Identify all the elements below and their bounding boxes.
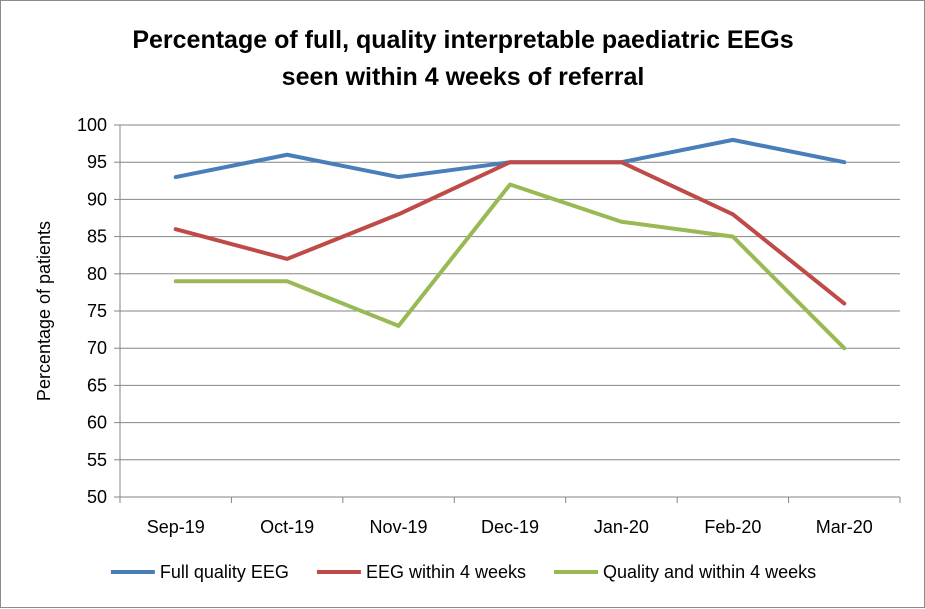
- y-tick-label: 55: [87, 450, 107, 470]
- x-axis-tick-labels: Sep-19 Oct-19 Nov-19 Dec-19 Jan-20 Feb-20 Mar-…: [147, 517, 873, 537]
- x-tick-label: Jan-20: [594, 517, 649, 537]
- x-tick-label: Mar-20: [816, 517, 873, 537]
- chart-title-line-1: Percentage of full, quality interpretabl…: [132, 26, 793, 54]
- y-tick-label: 80: [87, 264, 107, 284]
- legend-label: EEG within 4 weeks: [366, 562, 526, 582]
- y-tick-label: 95: [87, 152, 107, 172]
- series-line-2: [173, 160, 847, 306]
- chart-title-line-2: seen within 4 weeks of referral: [282, 63, 645, 91]
- series-line-1: [173, 137, 847, 180]
- x-tick-label: Feb-20: [704, 517, 761, 537]
- y-tick-label: 100: [77, 115, 107, 135]
- data-series: [173, 137, 847, 351]
- series-line-3: [173, 182, 847, 351]
- y-tick-label: 75: [87, 301, 107, 321]
- legend: Full quality EEG EEG within 4 weeks Qualit…: [110, 562, 816, 582]
- y-tick-label: 65: [87, 375, 107, 395]
- legend-item-1: Full quality EEG: [110, 562, 289, 582]
- x-tick-label: Oct-19: [260, 517, 314, 537]
- legend-item-2: EEG within 4 weeks: [316, 562, 526, 582]
- gridlines: [120, 124, 900, 498]
- y-tick-label: 85: [87, 227, 107, 247]
- legend-label: Full quality EEG: [160, 562, 289, 582]
- x-tick-label: Sep-19: [147, 517, 205, 537]
- y-tick-label: 50: [87, 487, 107, 507]
- y-axis-title: Percentage of patients: [34, 221, 54, 401]
- legend-label: Quality and within 4 weeks: [603, 562, 816, 582]
- y-axis-tick-labels: 50 55 60 65 70 75 80 85 90 95 100: [77, 115, 107, 507]
- legend-item-3: Quality and within 4 weeks: [554, 562, 816, 582]
- y-tick-label: 90: [87, 189, 107, 209]
- y-tick-label: 60: [87, 413, 107, 433]
- axes: [114, 124, 901, 503]
- x-tick-label: Dec-19: [481, 517, 539, 537]
- x-tick-label: Nov-19: [370, 517, 428, 537]
- y-tick-label: 70: [87, 338, 107, 358]
